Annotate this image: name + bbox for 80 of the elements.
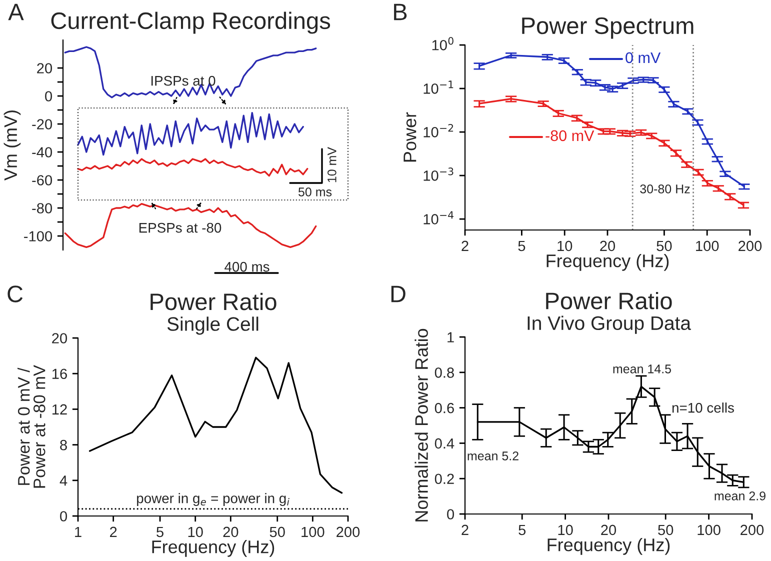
y-tick-label: -40 xyxy=(32,147,52,158)
y-tick-label: 0.8 xyxy=(434,368,454,378)
y-tick-label: 20 xyxy=(37,63,52,74)
x-tick-label: 20 xyxy=(600,240,616,252)
text: C xyxy=(8,286,23,302)
y-tick-label: 10$^{−4}$ xyxy=(424,211,454,224)
chart-title: Current-Clamp Recordings xyxy=(51,12,330,34)
chart-subtitle: In Vivo Group Data xyxy=(528,316,692,334)
x-tick-label: 2 xyxy=(462,524,468,535)
y-axis-title: Power xyxy=(404,112,416,162)
y-tick-label: 0 xyxy=(45,91,52,102)
x-tick-label: 200 xyxy=(738,240,762,252)
line-series xyxy=(64,202,317,248)
y-tick-label: 20 xyxy=(52,333,68,344)
y-tick-label: 0 xyxy=(60,511,68,522)
y-tick-label: 8 xyxy=(60,440,67,450)
y-tick-label: 0.2 xyxy=(434,474,454,484)
y-tick-label: -80 xyxy=(32,203,52,214)
y-tick-label: 10$^{−2}$ xyxy=(424,124,454,138)
x-tick-label: 10 xyxy=(558,240,572,252)
annotation: 50 ms xyxy=(298,188,332,196)
annotation: mean 5.2 xyxy=(468,452,518,460)
y-tick-label: 1 xyxy=(448,332,454,342)
y-tick-label: -20 xyxy=(32,119,52,130)
x-tick-label: 200 xyxy=(336,526,360,538)
y-tick-label: 10$^{−1}$ xyxy=(424,80,454,94)
y-tick-label: 10$^{−3}$ xyxy=(424,168,454,181)
x-tick-label: 100 xyxy=(696,240,719,252)
y-tick-label: 16 xyxy=(52,368,67,380)
x-tick-label: 5 xyxy=(518,524,526,536)
x-tick-label: 5 xyxy=(156,526,164,538)
line-series xyxy=(77,158,308,177)
x-tick-label: 100 xyxy=(302,526,324,538)
y-axis-title: Power at 0 mV / Power at -80 mV xyxy=(18,365,46,488)
annotation: n=10 cells xyxy=(672,402,734,413)
line-series xyxy=(64,46,317,98)
y-tick-label: 10$^{0}$ xyxy=(432,37,454,50)
legend-label: 0 mV xyxy=(626,52,661,64)
annotation: mean 2.9 xyxy=(714,492,766,500)
text: D xyxy=(391,286,406,302)
annotation: 30-80 Hz xyxy=(640,184,690,194)
x-tick-label: 100 xyxy=(698,524,720,536)
y-tick-label: 0 xyxy=(447,509,454,520)
x-axis-title: Frequency (Hz) xyxy=(546,254,669,271)
x-tick-label: 200 xyxy=(740,524,764,536)
text: 10 mV xyxy=(328,146,336,182)
x-tick-label: 20 xyxy=(601,524,616,536)
x-tick-label: 10 xyxy=(188,526,203,538)
x-tick-label: 10 xyxy=(558,524,573,536)
x-tick-label: 2 xyxy=(110,526,117,537)
annotation: EPSPs at -80 xyxy=(139,222,222,233)
y-axis-title: Normalized Power Ratio xyxy=(414,328,428,522)
chart-title: Power Ratio xyxy=(546,292,672,310)
ref-line-label: power in g$_{e}$ = power in g$_{i}$ xyxy=(137,493,290,506)
annotation: IPSPs at 0 xyxy=(151,76,216,86)
x-axis-title: Frequency (Hz) xyxy=(548,538,670,555)
text: B xyxy=(394,4,407,20)
legend-label: -80 mV xyxy=(546,130,594,142)
text: A xyxy=(8,4,24,20)
y-tick-label: 0.6 xyxy=(434,402,454,414)
text: 400 ms xyxy=(224,262,270,272)
annotation: mean 14.5 xyxy=(613,364,672,374)
x-tick-label: 20 xyxy=(223,526,238,538)
y-tick-label: 12 xyxy=(52,404,67,414)
chart-subtitle: Single Cell xyxy=(167,316,258,335)
x-tick-label: 2 xyxy=(462,240,468,251)
chart-title: Power Spectrum xyxy=(522,17,694,39)
x-tick-label: 5 xyxy=(518,240,526,252)
x-tick-label: 50 xyxy=(656,240,672,252)
x-tick-label: 50 xyxy=(270,526,285,538)
y-axis-title: Vm (mV) xyxy=(4,110,21,181)
y-tick-label: 4 xyxy=(60,476,68,486)
x-tick-label: 50 xyxy=(658,524,674,536)
chart-title: Power Ratio xyxy=(150,292,276,310)
line-series xyxy=(77,112,304,156)
y-tick-label: 0.4 xyxy=(434,438,454,449)
x-tick-label: 1 xyxy=(75,526,82,537)
x-axis-title: Frequency (Hz) xyxy=(152,540,274,557)
y-tick-label: -60 xyxy=(32,175,52,186)
y-tick-label: -100 xyxy=(24,231,52,242)
